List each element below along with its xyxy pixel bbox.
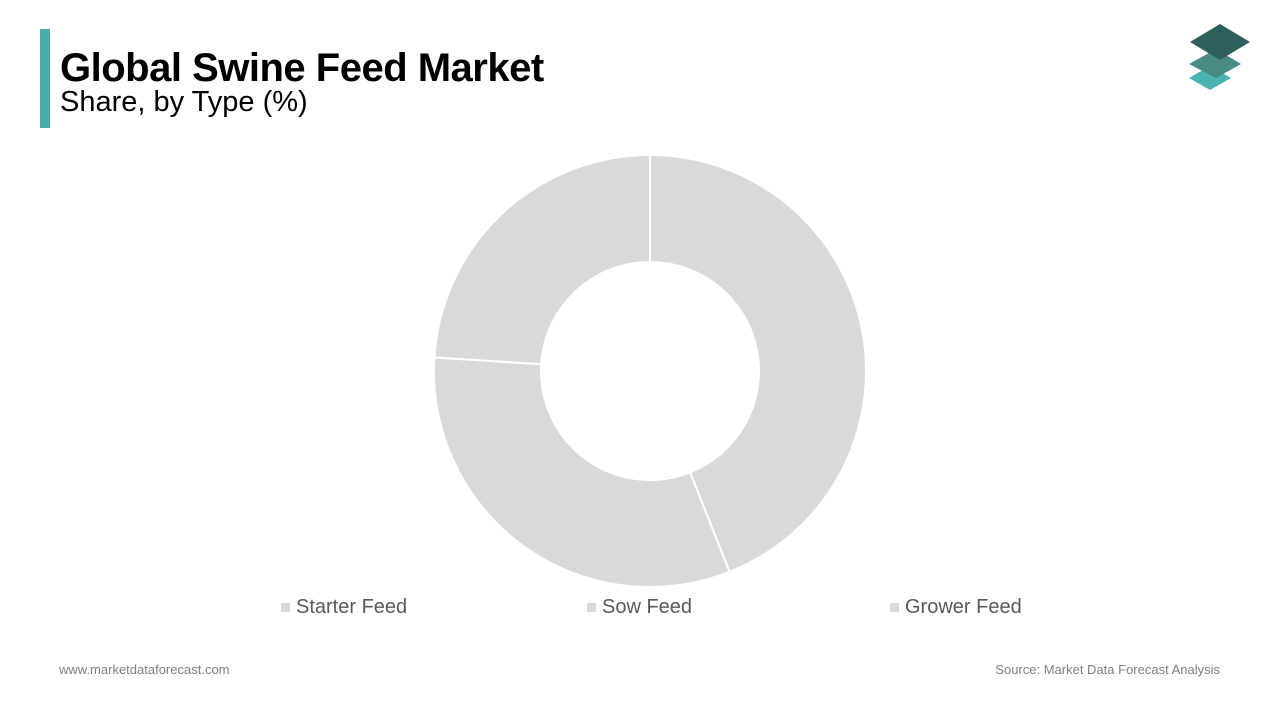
chart-title: Global Swine Feed Market bbox=[60, 46, 544, 90]
footer-website: www.marketdataforecast.com bbox=[59, 662, 230, 677]
legend-swatch bbox=[587, 602, 596, 612]
stacked-layers-icon bbox=[1189, 24, 1250, 90]
legend-label: Sow Feed bbox=[602, 595, 693, 618]
donut-slice-grower-feed bbox=[433, 153, 651, 366]
donut-slice-sow-feed bbox=[433, 356, 731, 588]
chart-subtitle: Share, by Type (%) bbox=[60, 86, 308, 118]
donut-slices bbox=[433, 153, 867, 588]
logo-layer-middle bbox=[1189, 49, 1241, 78]
title-accent-bar bbox=[40, 29, 50, 128]
legend-swatch bbox=[281, 602, 290, 612]
legend-item-starter-feed: Starter Feed bbox=[281, 594, 407, 620]
legend-item-grower-feed: Grower Feed bbox=[890, 594, 1022, 620]
legend-label: Starter Feed bbox=[296, 595, 408, 618]
footer-source: Source: Market Data Forecast Analysis bbox=[995, 662, 1220, 677]
legend-item-sow-feed: Sow Feed bbox=[587, 594, 692, 620]
legend-label: Grower Feed bbox=[905, 595, 1022, 618]
logo-layer-top bbox=[1190, 24, 1250, 60]
legend-swatch bbox=[890, 602, 899, 612]
donut-slice-starter-feed bbox=[649, 153, 867, 574]
